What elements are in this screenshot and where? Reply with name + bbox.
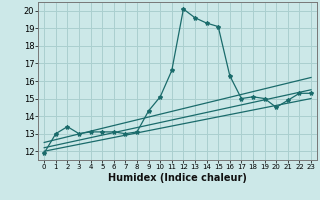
X-axis label: Humidex (Indice chaleur): Humidex (Indice chaleur) <box>108 173 247 183</box>
